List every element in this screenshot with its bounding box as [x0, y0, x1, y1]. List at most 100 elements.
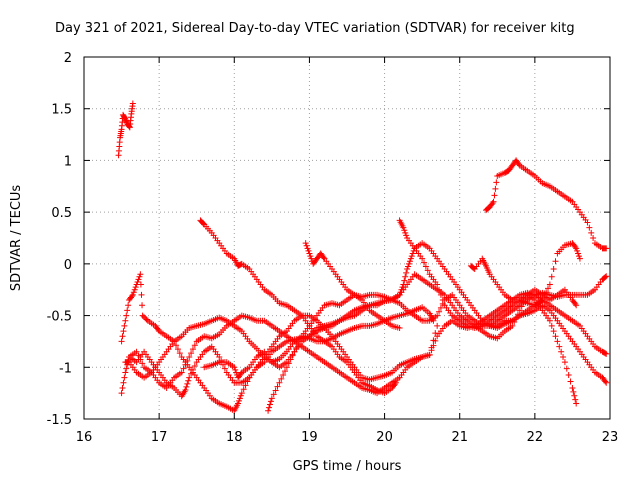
data-point [280, 372, 287, 379]
x-tick-label: 23 [602, 430, 619, 445]
data-point [122, 317, 129, 324]
data-point [232, 366, 239, 373]
data-point [189, 366, 196, 373]
data-point [120, 328, 127, 335]
data-point [216, 353, 223, 360]
data-point [571, 392, 578, 399]
data-point [408, 253, 415, 260]
data-point [186, 374, 193, 381]
data-point [268, 395, 275, 402]
data-point [221, 365, 228, 372]
data-point [240, 386, 247, 393]
data-point [491, 192, 498, 199]
data-point [173, 342, 180, 349]
data-point [188, 350, 195, 357]
data-point [396, 324, 403, 331]
data-point [550, 266, 557, 273]
x-axis-label: GPS time / hours [293, 459, 402, 474]
data-point [546, 281, 553, 288]
series-track-1 [115, 100, 136, 159]
data-point [143, 316, 150, 323]
y-axis-label: SDTVAR / TECUs [9, 185, 24, 292]
data-point [492, 185, 499, 192]
data-point [515, 161, 522, 168]
series-track-5 [126, 312, 441, 400]
data-point [436, 308, 443, 315]
data-point [238, 390, 245, 397]
data-point [402, 229, 409, 236]
data-point [561, 359, 568, 366]
data-point [274, 383, 281, 390]
data-point [191, 362, 198, 369]
series-track-12 [483, 157, 610, 252]
data-point [176, 350, 183, 357]
data-point [434, 312, 441, 319]
data-point [139, 302, 146, 309]
data-point [437, 291, 444, 298]
data-point [550, 328, 557, 335]
data-point [320, 254, 327, 261]
data-point [289, 352, 296, 359]
data-point [603, 245, 610, 252]
y-tick-label: 1 [64, 154, 72, 169]
data-point [403, 232, 410, 239]
data-point [123, 118, 130, 125]
data-point [134, 278, 141, 285]
data-point [546, 317, 553, 324]
data-point [303, 242, 310, 249]
data-point [283, 364, 290, 371]
data-point [308, 255, 315, 262]
data-point [121, 374, 128, 381]
data-point [402, 273, 409, 280]
data-point [516, 307, 523, 314]
data-point [493, 179, 500, 186]
x-tick-label: 22 [527, 430, 544, 445]
data-point [538, 297, 545, 304]
data-point [278, 375, 285, 382]
data-point [556, 343, 563, 350]
data-point [184, 357, 191, 364]
data-point [405, 263, 412, 270]
data-point [129, 291, 136, 298]
data-point [434, 281, 441, 288]
data-point [128, 293, 135, 300]
data-point [122, 116, 129, 123]
series-track-8 [265, 271, 580, 414]
y-tick-label: -0.5 [47, 310, 72, 325]
data-point [200, 220, 207, 227]
data-point [576, 255, 583, 262]
data-point [120, 379, 127, 386]
data-point [180, 365, 187, 372]
data-point [121, 322, 128, 329]
data-point [409, 250, 416, 257]
data-point [560, 353, 567, 360]
data-point [586, 224, 593, 231]
data-point [237, 261, 244, 268]
data-point [573, 400, 580, 407]
gridlines [84, 57, 610, 419]
x-tick-label: 17 [151, 430, 168, 445]
data-point [602, 274, 609, 281]
data-point [191, 342, 198, 349]
data-point [291, 348, 298, 355]
data-point [603, 350, 610, 357]
y-tick-label: 2 [64, 51, 72, 66]
data-point [119, 333, 126, 340]
data-point [242, 382, 249, 389]
data-point [539, 297, 546, 304]
data-point [400, 224, 407, 231]
series-track-10 [396, 217, 580, 407]
axis-ticks: 16 17 18 19 20 21 22 23 -1.5 -1 -0.5 0 0.5 1 1.5 2 [47, 51, 619, 445]
data-point [437, 304, 444, 311]
data-point [135, 276, 142, 283]
data-point [133, 348, 140, 355]
data-point [401, 227, 408, 234]
data-point [489, 200, 496, 207]
data-point [137, 281, 144, 288]
data-point [124, 307, 131, 314]
data-point [401, 277, 408, 284]
series-track-11 [467, 255, 538, 309]
data-point [392, 379, 399, 386]
data-point [235, 397, 242, 404]
y-tick-label: -1.5 [47, 413, 72, 428]
